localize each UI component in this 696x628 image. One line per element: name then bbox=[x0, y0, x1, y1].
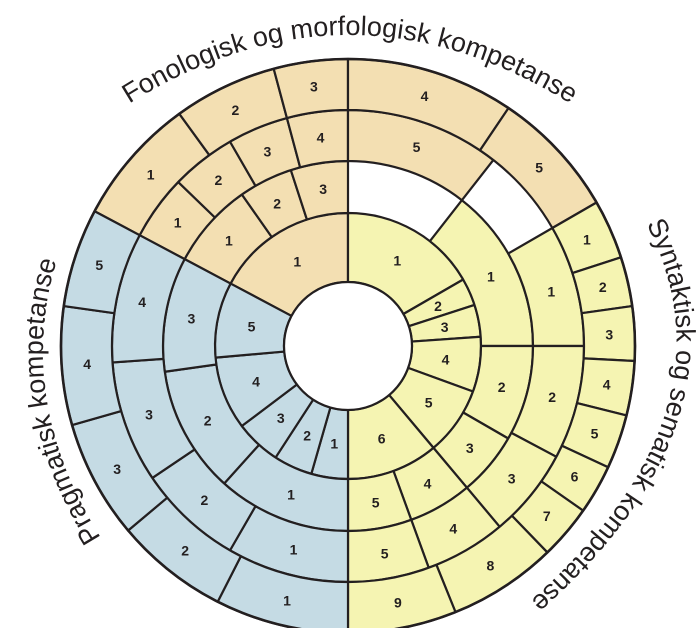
syntaktisk-ring-1-label-2: 2 bbox=[434, 298, 442, 314]
pragmatisk-ring-4-label-4: 4 bbox=[83, 356, 91, 372]
fonologisk-ring-3-label-4: 4 bbox=[317, 129, 325, 145]
pragmatisk-ring-1-label-1: 1 bbox=[330, 436, 338, 452]
pragmatisk-ring-1-label-5: 5 bbox=[248, 318, 256, 334]
syntaktisk-ring-4-label-2: 2 bbox=[599, 279, 607, 295]
fonologisk-ring-3-label-3: 3 bbox=[264, 144, 272, 160]
syntaktisk-ring-1-label-6: 6 bbox=[378, 431, 386, 447]
pragmatisk-ring-2-label-1: 1 bbox=[287, 486, 295, 502]
pragmatisk-ring-4-segment-4 bbox=[59, 304, 123, 427]
syntaktisk-ring-4-label-6: 6 bbox=[571, 469, 579, 485]
fonologisk-ring-4-label-2: 2 bbox=[232, 102, 240, 118]
syntaktisk-ring-2-label-1: 1 bbox=[487, 268, 495, 284]
syntaktisk-ring-4-label-3: 3 bbox=[605, 327, 613, 343]
pragmatisk-ring-2-label-2: 2 bbox=[204, 413, 212, 429]
syntaktisk-sector: 1 2 3 4 5 6 1 2 3 4 5 1 2 3 4 5 1 2 3 4 5 6 7 8 9 bbox=[346, 199, 637, 628]
pragmatisk-ring-3-label-3: 3 bbox=[145, 407, 153, 423]
syntaktisk-ring-4-label-9: 9 bbox=[394, 595, 402, 611]
syntaktisk-ring-3-label-3: 3 bbox=[508, 471, 516, 487]
fonologisk-ring-2-label-2: 2 bbox=[273, 196, 281, 212]
pragmatisk-ring-1-label-4: 4 bbox=[252, 373, 260, 389]
fonologisk-ring-2-label-3: 3 bbox=[319, 181, 327, 197]
syntaktisk-ring-2-label-3: 3 bbox=[466, 440, 474, 456]
fonologisk-ring-3-label-1: 1 bbox=[174, 214, 182, 230]
fonologisk-ring-2-label-1: 1 bbox=[225, 233, 233, 249]
pragmatisk-ring-4-label-3: 3 bbox=[113, 461, 121, 477]
syntaktisk-ring-3-label-1: 1 bbox=[547, 284, 555, 300]
pragmatisk-ring-2-label-3: 3 bbox=[188, 310, 196, 326]
fonologisk-ring-4-label-1: 1 bbox=[147, 166, 155, 182]
fonologisk-ring-4-label-3: 3 bbox=[310, 79, 318, 95]
fonologisk-ring-4-label-4: 4 bbox=[421, 88, 429, 104]
syntaktisk-ring-4-label-1: 1 bbox=[583, 232, 591, 248]
syntaktisk-ring-4-label-4: 4 bbox=[603, 377, 611, 393]
pragmatisk-ring-4-label-2: 2 bbox=[181, 543, 189, 559]
fonologisk-sector: 1 1 2 3 1 2 3 4 5 1 2 3 4 5 bbox=[93, 57, 598, 318]
pragmatisk-ring-4-label-1: 1 bbox=[283, 592, 291, 608]
syntaktisk-ring-2-label-5: 5 bbox=[372, 495, 380, 511]
pragmatisk-ring-3-label-2: 2 bbox=[201, 492, 209, 508]
pragmatisk-ring-3-label-4: 4 bbox=[138, 294, 146, 310]
syntaktisk-ring-1-label-4: 4 bbox=[442, 352, 450, 368]
pragmatisk-ring-1-label-2: 2 bbox=[303, 428, 311, 444]
fonologisk-ring-1-label-1: 1 bbox=[293, 254, 301, 270]
syntaktisk-ring-1-label-3: 3 bbox=[441, 319, 449, 335]
syntaktisk-ring-3-label-4: 4 bbox=[449, 520, 457, 536]
syntaktisk-ring-3-label-2: 2 bbox=[548, 389, 556, 405]
outer-rim bbox=[59, 57, 637, 628]
fonologisk-ring-4-label-5: 5 bbox=[535, 160, 543, 176]
pragmatisk-ring-4-label-5: 5 bbox=[95, 257, 103, 273]
competence-wheel: 1123123451234512345612345123451234567891… bbox=[59, 57, 637, 628]
pragmatisk-ring-1-label-3: 3 bbox=[277, 410, 285, 426]
syntaktisk-ring-2-label-4: 4 bbox=[424, 476, 432, 492]
syntaktisk-ring-2-label-2: 2 bbox=[498, 379, 506, 395]
syntaktisk-ring-1-label-5: 5 bbox=[425, 395, 433, 411]
syntaktisk-ring-4-label-5: 5 bbox=[591, 425, 599, 441]
syntaktisk-ring-4-label-7: 7 bbox=[543, 508, 551, 524]
pragmatisk-ring-3-label-1: 1 bbox=[290, 541, 298, 557]
fonologisk-ring-3-label-2: 2 bbox=[215, 172, 223, 188]
syntaktisk-ring-4-label-8: 8 bbox=[487, 557, 495, 573]
syntaktisk-ring-1-label-1: 1 bbox=[393, 253, 401, 269]
fonologisk-ring-3-label-5: 5 bbox=[413, 139, 421, 155]
center-hole bbox=[282, 280, 414, 412]
syntaktisk-ring-3-label-5: 5 bbox=[381, 545, 389, 561]
